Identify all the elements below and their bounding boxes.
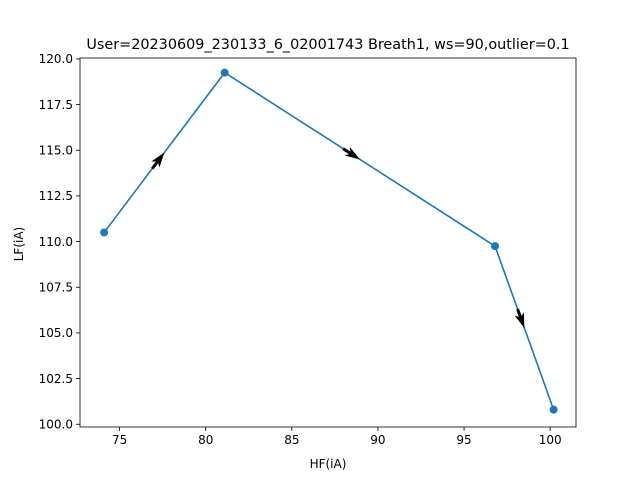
x-tick-label: 90 — [370, 433, 385, 447]
x-tick-label: 100 — [539, 433, 562, 447]
y-axis-label: LF(iA) — [12, 227, 26, 262]
direction-arrow — [514, 312, 525, 328]
y-tick-label: 120.0 — [39, 52, 73, 66]
y-tick-label: 115.0 — [39, 144, 73, 158]
axes-frame — [79, 57, 577, 428]
data-point — [549, 405, 558, 414]
direction-arrow — [151, 152, 165, 168]
y-tick-label: 100.0 — [39, 418, 73, 432]
y-tick-label: 105.0 — [39, 326, 73, 340]
direction-arrow — [344, 147, 360, 160]
direction-arrow-shaft — [151, 159, 160, 170]
x-tick-label: 85 — [284, 433, 299, 447]
chart-title: User=20230609_230133_6_02001743 Breath1,… — [86, 37, 569, 53]
data-point — [491, 242, 500, 251]
x-axis-label: HF(iA) — [310, 457, 347, 471]
y-tick-label: 112.5 — [39, 189, 73, 203]
y-tick-label: 117.5 — [39, 98, 73, 112]
direction-arrow-shaft — [516, 308, 523, 319]
plot-area: 75 80 85 90 95 100 100.0 102.5 105.0 107.5 110.0 11… — [39, 52, 577, 447]
data-point — [100, 228, 109, 237]
x-tick-label: 80 — [198, 433, 213, 447]
y-tick-label: 107.5 — [39, 281, 73, 295]
x-tick-label: 95 — [456, 433, 471, 447]
data-point — [220, 68, 229, 77]
x-tick-label: 75 — [112, 433, 127, 447]
y-tick-label: 110.0 — [39, 235, 73, 249]
y-tick-label: 102.5 — [39, 372, 73, 386]
direction-arrow-shaft — [342, 147, 353, 156]
